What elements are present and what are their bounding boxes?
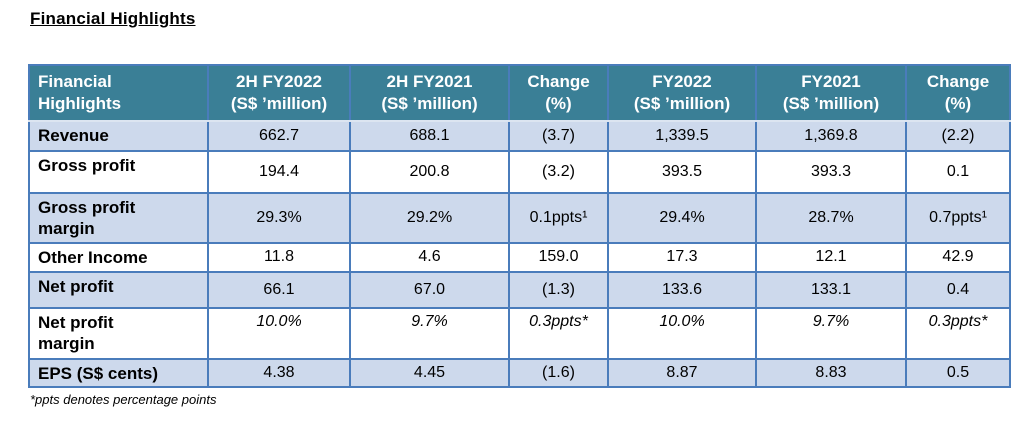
cell-value: 0.3ppts* xyxy=(508,306,609,360)
cell-value: 28.7% xyxy=(755,192,907,244)
cell-value: 9.7% xyxy=(349,306,510,360)
row-label: EPS (S$ cents) xyxy=(28,357,209,388)
cell-value: 29.2% xyxy=(349,192,510,244)
column-header-financial-highlights: Financial Highlights xyxy=(28,64,209,122)
cell-value: 4.38 xyxy=(207,357,351,388)
cell-value: 688.1 xyxy=(349,120,510,152)
cell-value: 0.1ppts¹ xyxy=(508,192,609,244)
cell-value: (3.7) xyxy=(508,120,609,152)
cell-value: 12.1 xyxy=(755,241,907,273)
cell-value: 4.45 xyxy=(349,357,510,388)
page-title: Financial Highlights xyxy=(30,9,196,28)
column-header-change-half-year: Change (%) xyxy=(508,64,609,122)
cell-value: 42.9 xyxy=(905,241,1011,273)
cell-value: 393.5 xyxy=(607,150,757,194)
cell-value: 11.8 xyxy=(207,241,351,273)
row-label: Gross profit xyxy=(28,150,209,194)
cell-value: 393.3 xyxy=(755,150,907,194)
row-label: Net profit margin xyxy=(28,306,209,360)
column-header-fy2022: FY2022 (S$ ’million) xyxy=(607,64,757,122)
cell-value: 29.3% xyxy=(207,192,351,244)
table-row-gross-profit: Gross profit 194.4 200.8 (3.2) 393.5 393… xyxy=(28,150,1011,194)
column-header-2h-fy2021: 2H FY2021 (S$ ’million) xyxy=(349,64,510,122)
cell-value: 200.8 xyxy=(349,150,510,194)
table-row-net-profit-margin: Net profit margin 10.0% 9.7% 0.3ppts* 10… xyxy=(28,306,1011,360)
table-row-gross-profit-margin: Gross profit margin 29.3% 29.2% 0.1ppts¹… xyxy=(28,192,1011,244)
table-row-other-income: Other Income 11.8 4.6 159.0 17.3 12.1 42… xyxy=(28,241,1011,273)
table-body: Revenue 662.7 688.1 (3.7) 1,339.5 1,369.… xyxy=(28,120,1011,388)
cell-value: 133.1 xyxy=(755,270,907,309)
row-label: Gross profit margin xyxy=(28,192,209,244)
cell-value: 8.83 xyxy=(755,357,907,388)
financial-highlights-table: Financial Highlights 2H FY2022 (S$ ’mill… xyxy=(28,64,1011,388)
cell-value: 9.7% xyxy=(755,306,907,360)
column-header-2h-fy2022: 2H FY2022 (S$ ’million) xyxy=(207,64,351,122)
cell-value: 0.5 xyxy=(905,357,1011,388)
cell-value: 194.4 xyxy=(207,150,351,194)
column-header-fy2021: FY2021 (S$ ’million) xyxy=(755,64,907,122)
cell-value: (3.2) xyxy=(508,150,609,194)
footnote: *ppts denotes percentage points xyxy=(30,392,217,407)
cell-value: 0.7ppts¹ xyxy=(905,192,1011,244)
cell-value: (1.6) xyxy=(508,357,609,388)
cell-value: 0.3ppts* xyxy=(905,306,1011,360)
cell-value: 17.3 xyxy=(607,241,757,273)
table-row-net-profit: Net profit 66.1 67.0 (1.3) 133.6 133.1 0… xyxy=(28,270,1011,309)
row-label: Revenue xyxy=(28,120,209,152)
row-label: Net profit xyxy=(28,270,209,309)
cell-value: 133.6 xyxy=(607,270,757,309)
column-header-change-full-year: Change (%) xyxy=(905,64,1011,122)
cell-value: 662.7 xyxy=(207,120,351,152)
row-label: Other Income xyxy=(28,241,209,273)
cell-value: (1.3) xyxy=(508,270,609,309)
cell-value: 4.6 xyxy=(349,241,510,273)
cell-value: 66.1 xyxy=(207,270,351,309)
cell-value: 1,339.5 xyxy=(607,120,757,152)
table-header: Financial Highlights 2H FY2022 (S$ ’mill… xyxy=(28,64,1011,122)
table-row-revenue: Revenue 662.7 688.1 (3.7) 1,339.5 1,369.… xyxy=(28,120,1011,152)
cell-value: 0.4 xyxy=(905,270,1011,309)
cell-value: 0.1 xyxy=(905,150,1011,194)
cell-value: 1,369.8 xyxy=(755,120,907,152)
cell-value: 10.0% xyxy=(207,306,351,360)
table-row-eps: EPS (S$ cents) 4.38 4.45 (1.6) 8.87 8.83… xyxy=(28,357,1011,388)
cell-value: (2.2) xyxy=(905,120,1011,152)
cell-value: 29.4% xyxy=(607,192,757,244)
cell-value: 10.0% xyxy=(607,306,757,360)
cell-value: 8.87 xyxy=(607,357,757,388)
header-row: Financial Highlights 2H FY2022 (S$ ’mill… xyxy=(28,64,1011,122)
cell-value: 159.0 xyxy=(508,241,609,273)
cell-value: 67.0 xyxy=(349,270,510,309)
